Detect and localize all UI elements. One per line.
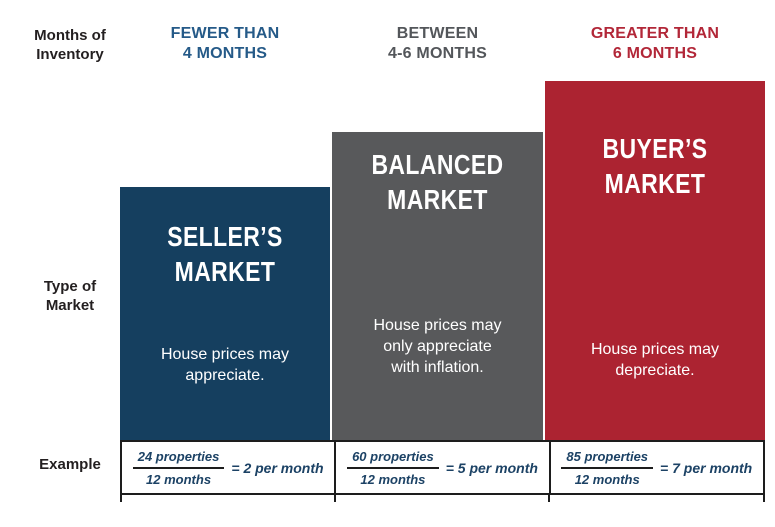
fraction-numerator: 85 properties (561, 449, 654, 469)
block-buyers-market: BUYER’S MARKET House prices may deprecia… (545, 81, 765, 440)
fraction-result: = 5 per month (445, 459, 538, 476)
fraction-result: = 2 per month (231, 459, 324, 476)
header-between-4-6-months: BETWEEN 4-6 MONTHS (332, 24, 543, 63)
row-label-line: Months of (34, 27, 106, 44)
block-title-buyers-market: BUYER’S MARKET (565, 131, 745, 201)
row-label-example: Example (39, 456, 101, 473)
block-description-sellers: House prices may appreciate. (160, 346, 290, 385)
row-label-months-of-inventory: Months of Inventory (18, 27, 122, 65)
block-sellers-market: SELLER’S MARKET House prices may appreci… (120, 187, 330, 440)
table-border-stub (334, 493, 336, 502)
table-border-stub (763, 493, 765, 502)
header-line: 4-6 MONTHS (388, 44, 487, 62)
row-label-line: Market (45, 296, 95, 314)
row-label-line: Inventory (36, 45, 104, 63)
example-table: 24 properties 12 months = 2 per month 60… (120, 440, 765, 495)
block-description-buyers: House prices may depreciate. (590, 341, 720, 380)
block-title-balanced-market: BALANCED MARKET (351, 147, 524, 217)
fraction-sellers: 24 properties 12 months (132, 449, 225, 487)
example-cell-buyers: 85 properties 12 months = 7 per month (548, 442, 763, 493)
row-label-line: Type of (43, 278, 97, 295)
header-line: GREATER THAN (590, 25, 720, 42)
block-title-line: MARKET (387, 184, 488, 215)
fraction-result: = 7 per month (660, 459, 753, 476)
header-fewer-than-4-months: FEWER THAN 4 MONTHS (120, 24, 330, 63)
block-title-line: MARKET (174, 256, 276, 287)
block-title-line: BALANCED (371, 149, 504, 180)
fraction-denominator: 12 months (574, 471, 640, 487)
table-border-stub (548, 493, 550, 502)
fraction-buyers: 85 properties 12 months (561, 449, 654, 487)
header-line: FEWER THAN (170, 25, 280, 42)
fraction-balanced: 60 properties 12 months (347, 449, 439, 487)
row-label-type-of-market: Type of Market (18, 278, 122, 316)
block-title-line: BUYER’S (602, 133, 708, 164)
block-title-line: MARKET (604, 168, 706, 199)
header-line: BETWEEN (396, 25, 479, 42)
block-title-line: SELLER’S (167, 221, 283, 252)
fraction-denominator: 12 months (360, 471, 426, 487)
block-description-balanced: House prices may only appreciate with in… (373, 317, 502, 377)
block-balanced-market: BALANCED MARKET House prices may only ap… (332, 132, 543, 440)
fraction-numerator: 60 properties (347, 449, 439, 469)
fraction-numerator: 24 properties (132, 449, 225, 469)
example-cell-balanced: 60 properties 12 months = 5 per month (334, 442, 548, 493)
header-line: 6 MONTHS (612, 44, 698, 62)
block-title-sellers-market: SELLER’S MARKET (139, 219, 311, 289)
table-border-stub (120, 493, 122, 502)
header-line: 4 MONTHS (182, 44, 268, 62)
header-greater-than-6-months: GREATER THAN 6 MONTHS (545, 24, 765, 63)
fraction-denominator: 12 months (146, 471, 212, 487)
example-cell-sellers: 24 properties 12 months = 2 per month (122, 442, 334, 493)
